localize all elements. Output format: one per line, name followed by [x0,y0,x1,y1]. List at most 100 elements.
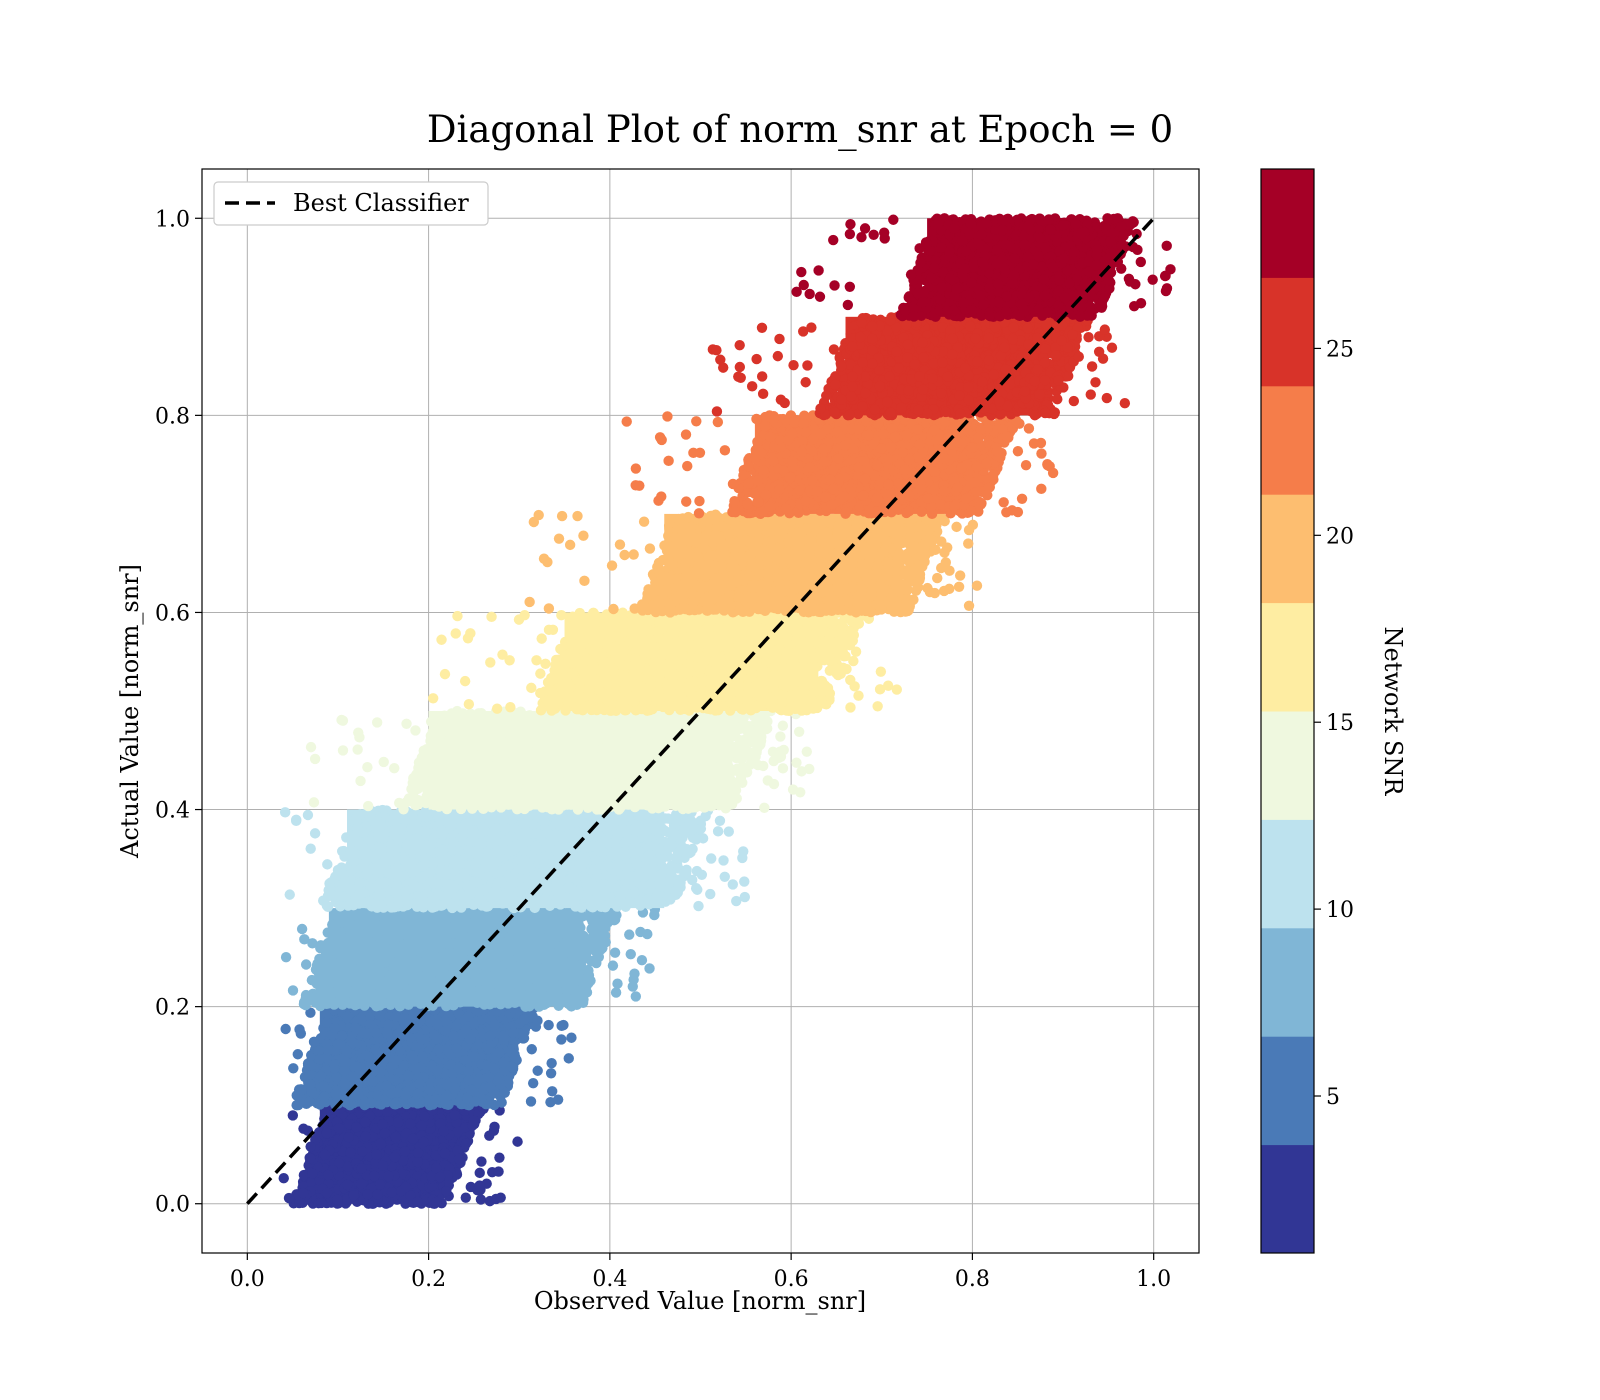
scatter-point [357,1146,368,1157]
scatter-outlier [300,959,312,970]
scatter-point [367,1075,378,1087]
scatter-point [342,1011,353,1022]
scatter-point [578,937,589,948]
scatter-outlier [468,1115,479,1126]
scatter-point [405,936,417,947]
scatter-point [333,1123,345,1134]
scatter-point [390,918,401,929]
scatter-point [381,1080,392,1092]
scatter-point [488,1063,500,1074]
scatter-point [390,1131,401,1143]
scatter-point [368,940,380,951]
scatter-point [441,1079,452,1090]
scatter-point [441,948,452,960]
scatter-outlier [624,929,635,940]
scatter-point [365,966,376,978]
scatter-point [417,980,428,992]
scatter-point [332,1194,343,1206]
scatter-point [363,1051,375,1063]
scatter-outlier [283,1192,295,1204]
scatter-point [540,910,551,921]
scatter-point [309,994,321,1006]
scatter-point [339,1065,350,1077]
scatter-outlier [556,1034,567,1045]
scatter-point [453,1153,465,1165]
scatter-point [315,1070,327,1082]
scatter-point [353,1089,364,1101]
scatter-outlier [644,963,655,974]
scatter-point [297,1187,309,1199]
scatter-outlier [280,1023,291,1035]
scatter-point [351,1122,362,1133]
scatter-point [412,1156,423,1168]
scatter-point [440,1098,451,1110]
scatter-point [331,1071,342,1083]
scatter-point [439,913,451,925]
scatter-point [315,1197,327,1209]
scatter-point [383,981,394,993]
scatter-outlier [532,1065,543,1076]
scatter-point [400,1181,412,1193]
scatter-point [445,938,457,950]
scatter-point [307,1168,318,1179]
scatter-point [523,952,534,963]
scatter-outlier [495,1192,506,1203]
scatter-band-3 [279,804,751,914]
scatter-point [498,1057,509,1068]
scatter-point [553,909,564,921]
scatter-point [292,1090,303,1102]
scatter-point [521,932,533,943]
scatter-point [366,979,377,991]
scatter-point [370,1027,382,1039]
scatter-point [391,1055,402,1066]
scatter-point [414,1078,425,1090]
scatter-point [416,1120,428,1131]
scatter-points [278,213,1176,1209]
scatter-outlier [476,1156,487,1167]
scatter-outlier [625,948,636,960]
scatter-point [531,974,542,986]
scatter-point [489,1019,500,1031]
scatter-point [432,1065,443,1076]
scatter-outlier [612,978,623,989]
scatter-outlier [292,1049,304,1060]
scatter-point [425,925,436,936]
scatter-point [400,1089,411,1101]
scatter-outlier [512,1136,523,1147]
scatter-point [485,912,496,923]
scatter-point [326,937,337,948]
scatter-point [412,1196,423,1208]
scatter-point [466,1084,477,1096]
scatter-point [558,938,570,949]
scatter-point [538,919,549,930]
scatter-outlier [321,1128,332,1139]
scatter-point [518,996,529,1007]
scatter-outlier [558,1019,569,1031]
scatter-point [407,971,418,983]
chart-title: Diagonal Plot of norm_snr at Epoch = 0 [427,108,1173,152]
scatter-point [384,970,395,981]
scatter-band-2 [280,903,661,1012]
scatter-outlier [494,1152,505,1163]
scatter-point [416,1034,427,1045]
scatter-point [470,1096,481,1107]
scatter-point [379,1128,391,1139]
scatter-point [481,962,492,973]
scatter-point [368,1170,380,1182]
scatter-point [553,997,564,1009]
scatter-point [568,982,579,993]
scatter-point [330,1088,342,1099]
scatter-point [392,1117,404,1128]
scatter-outlier [288,1063,299,1074]
scatter-point [305,1153,316,1164]
scatter-outlier [609,947,621,958]
scatter-point [351,1061,363,1072]
scatter-point [422,966,434,977]
scatter-point [323,980,334,991]
scatter-point [457,981,468,993]
scatter-outlier [545,1068,557,1079]
scatter-outlier [627,981,638,992]
scatter-outlier [530,1021,542,1032]
scatter-outlier [610,987,622,998]
scatter-outlier [629,968,640,979]
